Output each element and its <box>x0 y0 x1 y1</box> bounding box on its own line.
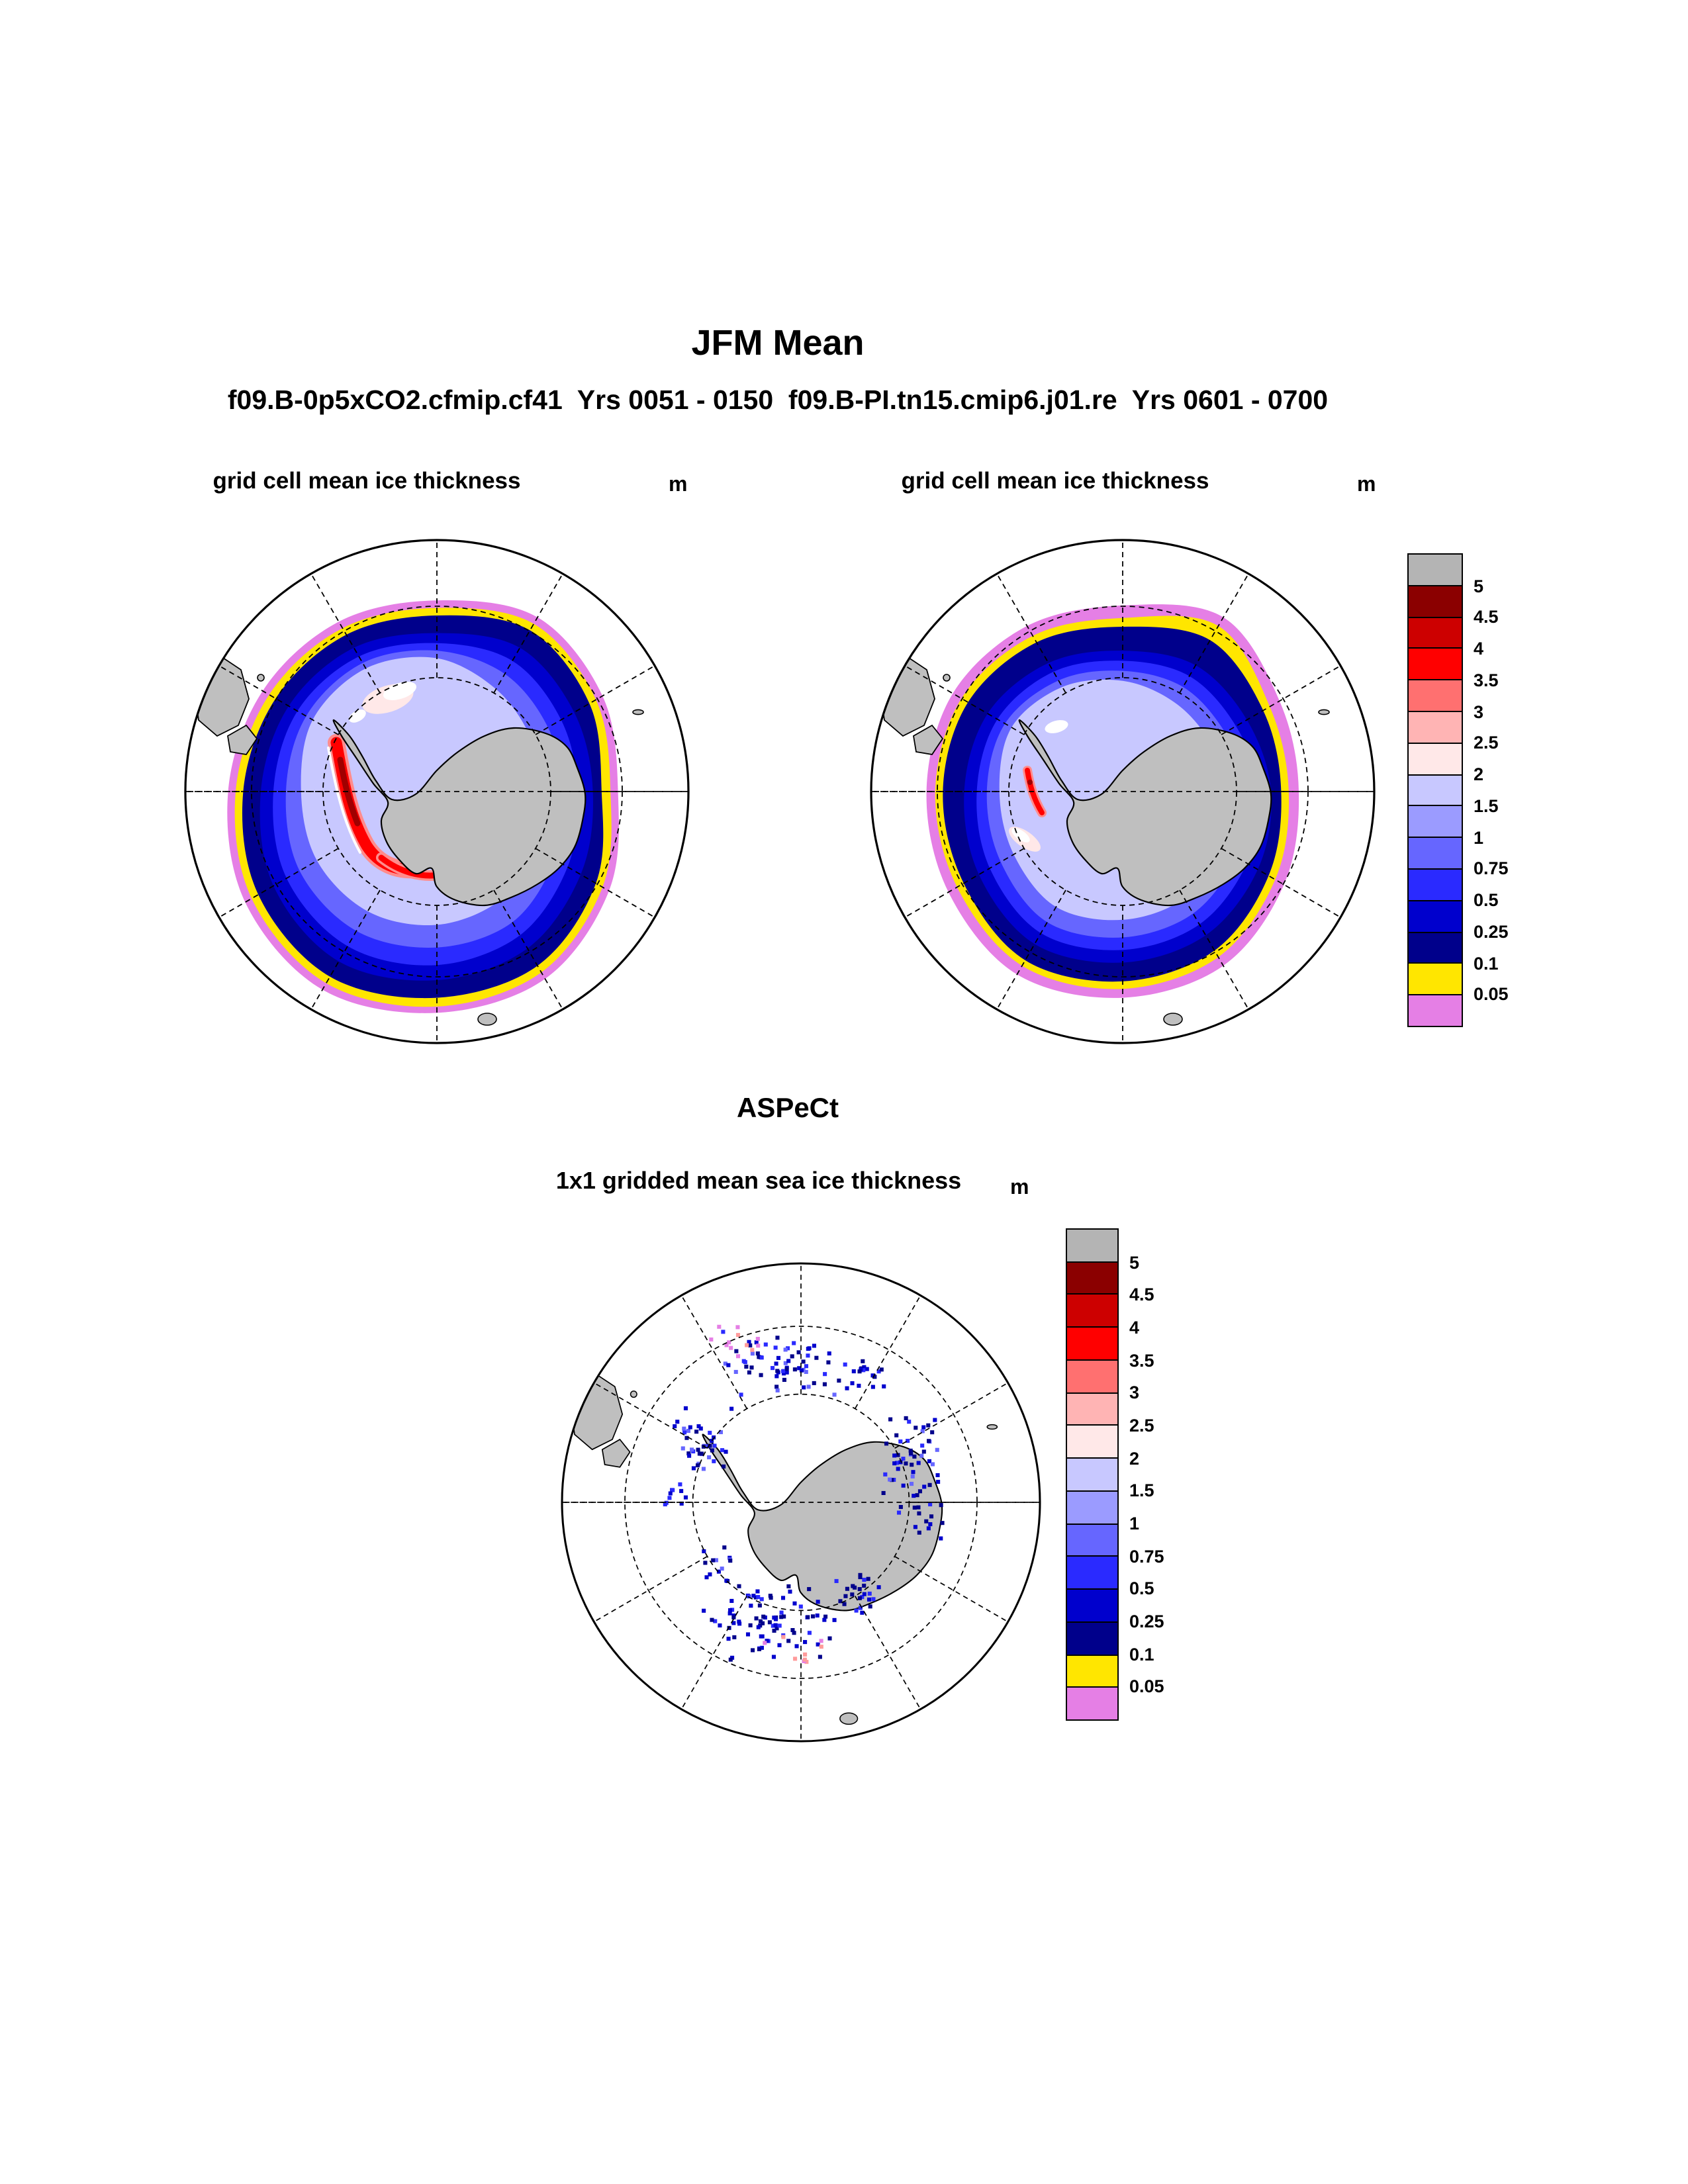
colorbar-label: 2 <box>1129 1448 1140 1469</box>
colorbar-cell <box>1409 931 1462 963</box>
colorbar-cell <box>1409 837 1462 868</box>
colorbar-label: 5 <box>1474 576 1484 596</box>
colorbar-label: 0.5 <box>1474 890 1499 911</box>
colorbar-cell <box>1067 1261 1117 1294</box>
figure-subtitle: f09.B-0p5xCO2.cfmip.cf41 Yrs 0051 - 0150… <box>227 385 1329 416</box>
colorbar-label: 4.5 <box>1129 1285 1154 1305</box>
colorbar-label: 3 <box>1474 702 1484 722</box>
colorbar-label: 3 <box>1129 1383 1140 1403</box>
map-right-layers <box>875 604 1331 1026</box>
panel-left-title: grid cell mean ice thickness <box>212 467 521 494</box>
map-boundary <box>561 1262 1041 1743</box>
colorbar-label: 0.25 <box>1129 1612 1164 1631</box>
colorbar-cell <box>1409 584 1462 617</box>
panel-aspect-units: m <box>1010 1177 1029 1199</box>
colorbar-top: 5 4.5 4 3.5 3 2.5 2 1.5 1 0.75 0.5 0.25 0.1 0.05 <box>1407 553 1509 1027</box>
colorbar-cell <box>1067 1523 1117 1556</box>
figure-title: JFM Mean <box>691 323 865 363</box>
colorbar-cell <box>1067 1424 1117 1458</box>
map-ice-thickness-left <box>184 539 690 1044</box>
colorbar-label: 0.75 <box>1129 1546 1164 1567</box>
panel-aspect-title: 1x1 gridded mean sea ice thickness <box>555 1167 962 1194</box>
colorbar-cell <box>1409 710 1462 743</box>
colorbar-label: 1.5 <box>1129 1480 1154 1501</box>
thick-ice-white-edge <box>327 747 361 854</box>
ice-patch-white-2m <box>383 682 417 700</box>
colorbar-cell <box>1067 1654 1117 1687</box>
observation-dots <box>663 1324 945 1664</box>
map-boundary <box>184 539 690 1044</box>
ice-patch-white-2m <box>1045 720 1068 733</box>
colorbar-cell <box>1409 742 1462 774</box>
colorbar-cell <box>1409 616 1462 648</box>
colorbar-cell <box>1067 1588 1117 1621</box>
colorbar-cell <box>1067 1392 1117 1425</box>
map-ice-thickness-right <box>870 539 1376 1044</box>
colorbar-label: 4.5 <box>1474 607 1499 627</box>
colorbar-label: 0.05 <box>1129 1676 1164 1697</box>
map-boundary <box>870 539 1376 1044</box>
colorbar-label: 3.5 <box>1474 670 1499 690</box>
colorbar-cell <box>1409 994 1462 1026</box>
colorbar-bottom: 5 4.5 4 3.5 3 2.5 2 1.5 1 0.75 0.5 0.25 0.1 0.05 <box>1066 1228 1164 1721</box>
colorbar-label: 0.75 <box>1474 858 1509 879</box>
colorbar-label: 2.5 <box>1474 733 1499 753</box>
colorbar-label: 5 <box>1129 1252 1140 1273</box>
colorbar-label: 1.5 <box>1474 796 1499 816</box>
colorbar-cell <box>1409 679 1462 711</box>
thick-ice-red-spot <box>1025 768 1045 815</box>
colorbar-cell <box>1067 1359 1117 1392</box>
colorbar-label: 0.1 <box>1129 1644 1154 1664</box>
colorbar-label: 0.25 <box>1474 921 1509 942</box>
colorbar-cell <box>1409 868 1462 900</box>
map-aspect-observations <box>561 1262 1041 1743</box>
aspect-section-title: ASPeCt <box>736 1093 839 1124</box>
colorbar-label: 1 <box>1474 827 1484 848</box>
map-left-layers <box>189 600 645 1026</box>
colorbar-cell <box>1409 899 1462 932</box>
panel-right-units: m <box>1357 474 1376 496</box>
colorbar-cell <box>1067 1457 1117 1490</box>
colorbar-label: 0.1 <box>1474 953 1499 974</box>
colorbar-cell <box>1067 1555 1117 1589</box>
panel-left-units: m <box>669 474 688 496</box>
colorbar-cell <box>1067 1621 1117 1655</box>
colorbar-cell <box>1409 962 1462 995</box>
colorbar-cell <box>1409 647 1462 680</box>
colorbar-label: 2 <box>1474 764 1484 785</box>
colorbar-cell <box>1067 1293 1117 1327</box>
map-aspect-layers <box>562 1263 1040 1741</box>
colorbar-cell <box>1409 774 1462 805</box>
colorbar-cell <box>1409 805 1462 837</box>
colorbar-cell <box>1067 1490 1117 1524</box>
ice-patch-white-2m-b <box>349 709 366 723</box>
colorbar-label: 4 <box>1129 1318 1140 1338</box>
colorbar-label: 1 <box>1129 1514 1140 1533</box>
colorbar-label: 4 <box>1474 639 1484 659</box>
colorbar-label: 2.5 <box>1129 1416 1154 1435</box>
thick-ice-darkred-core <box>337 756 361 827</box>
panel-right-title: grid cell mean ice thickness <box>901 467 1209 494</box>
colorbar-label: 0.05 <box>1474 984 1509 1005</box>
colorbar-label: 0.5 <box>1129 1578 1154 1599</box>
colorbar-cell <box>1409 555 1462 585</box>
colorbar-cell <box>1067 1326 1117 1359</box>
colorbar-cell <box>1067 1686 1117 1720</box>
colorbar-label: 3.5 <box>1129 1350 1154 1371</box>
thick-ice-darkred-dot <box>1027 780 1033 785</box>
colorbar-cell <box>1067 1230 1117 1261</box>
